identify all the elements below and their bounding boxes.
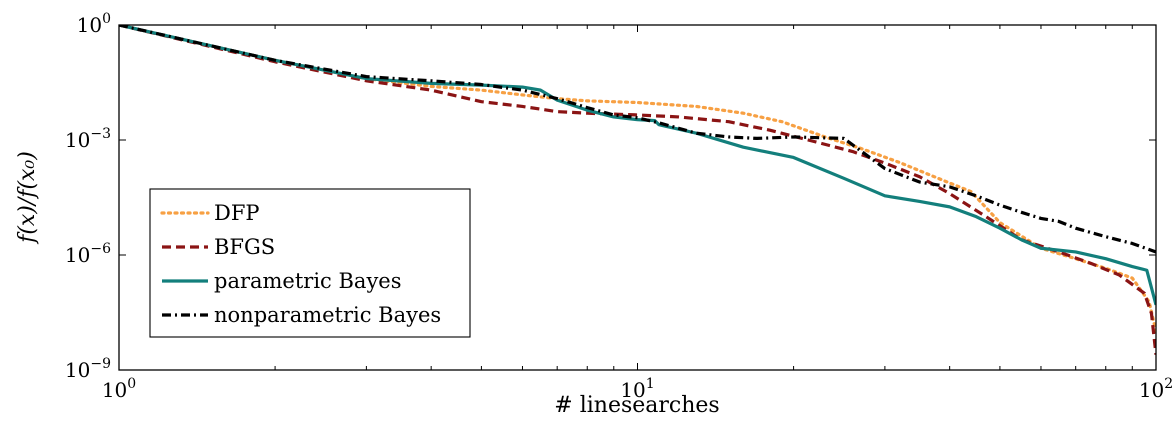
legend-label: DFP <box>214 201 260 225</box>
x-axis-title: # linesearches <box>554 393 719 418</box>
tick-labels-layer: 100 101 102 100 10−3 10−6 10−9 <box>65 11 1173 402</box>
y-tick-label: 100 <box>77 11 111 37</box>
legend-label: BFGS <box>214 235 275 259</box>
series-layer <box>119 25 1156 355</box>
legend: DFP BFGS parametric Bayes nonparametric Bay… <box>149 188 471 338</box>
y-axis-title: f(x)/f(x₀) <box>15 151 40 245</box>
x-tick-label: 101 <box>620 376 654 402</box>
series-line-3 <box>119 25 1156 306</box>
y-tick-label: 10−9 <box>65 356 111 382</box>
legend-label: parametric Bayes <box>214 269 402 293</box>
legend-label: nonparametric Bayes <box>214 303 441 327</box>
y-tick-label: 10−6 <box>65 241 111 267</box>
legend-entries: DFP BFGS parametric Bayes nonparametric Bay… <box>160 201 441 327</box>
x-tick-label: 102 <box>1139 376 1173 402</box>
y-tick-label: 10−3 <box>65 126 111 152</box>
x-tick-label: 100 <box>102 376 136 402</box>
series-line-1 <box>119 25 1156 334</box>
series-line-2 <box>119 25 1156 355</box>
series-line-4 <box>119 25 1156 254</box>
ticks-layer <box>119 24 1156 371</box>
